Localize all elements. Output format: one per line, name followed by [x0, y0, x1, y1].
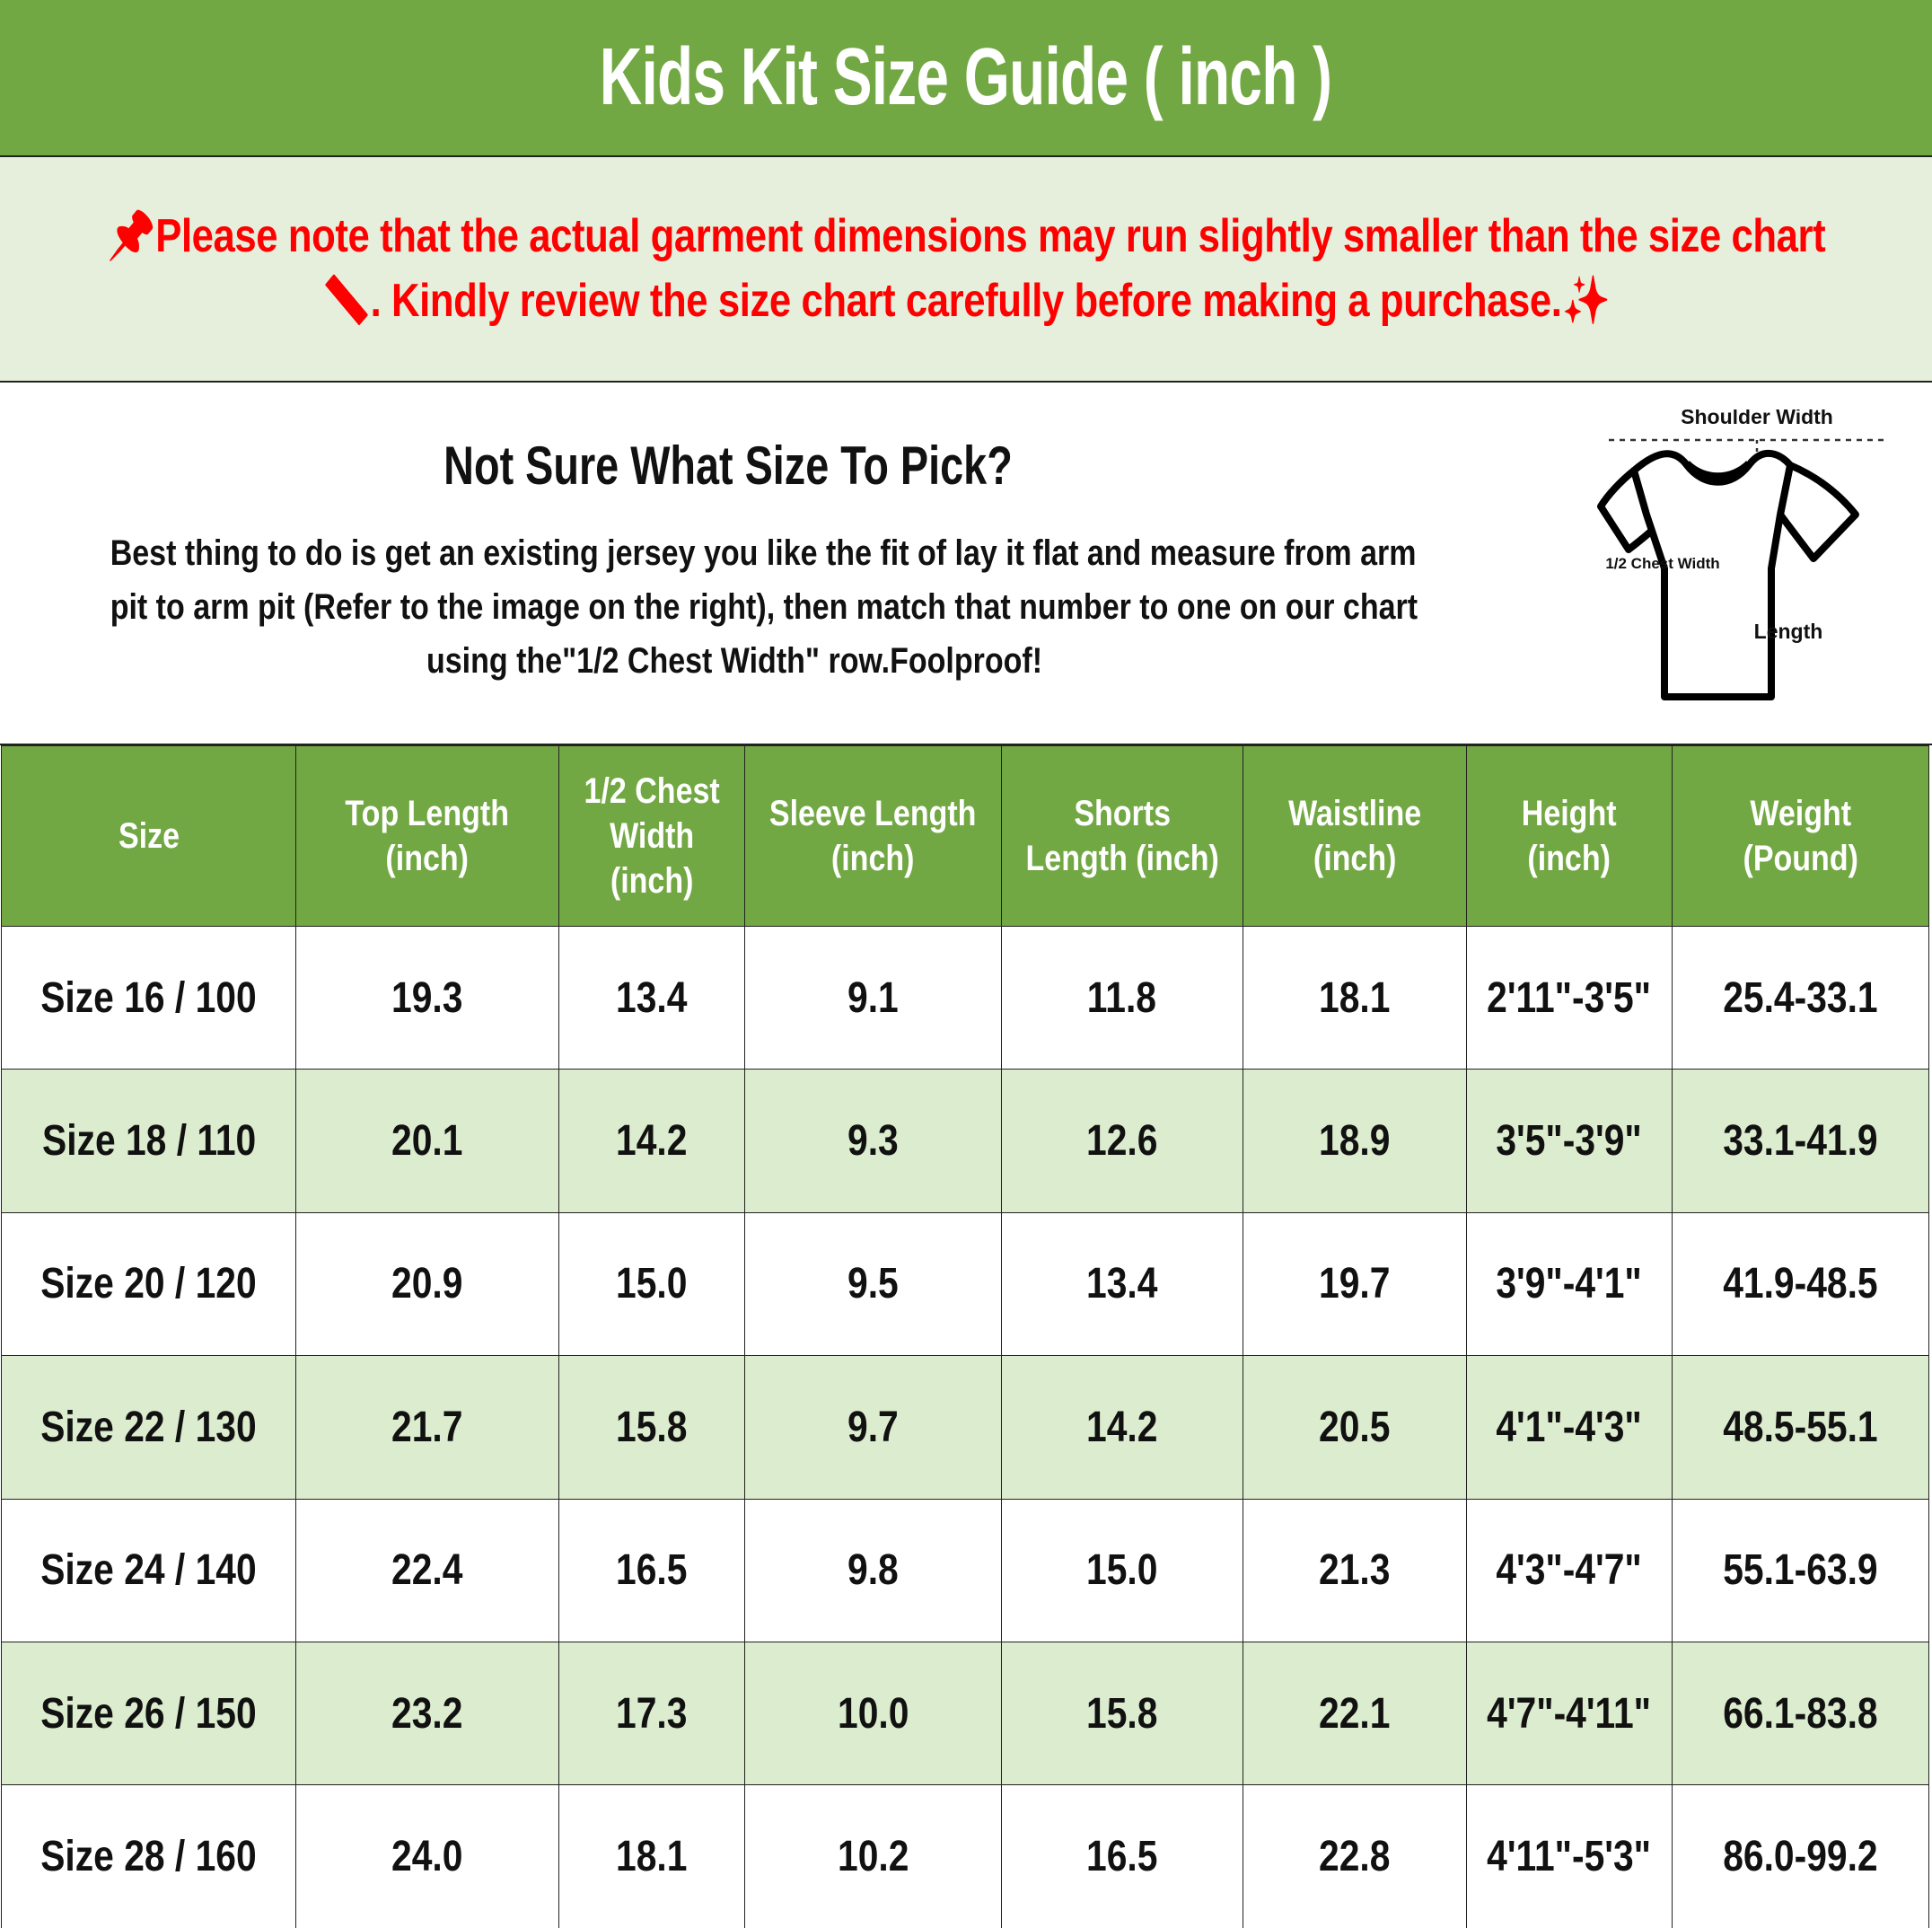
svg-text:Length: Length — [1754, 620, 1823, 643]
svg-text:1/2 Chest Width: 1/2 Chest Width — [1605, 555, 1719, 572]
svg-text:Shoulder Width: Shoulder Width — [1681, 409, 1833, 428]
